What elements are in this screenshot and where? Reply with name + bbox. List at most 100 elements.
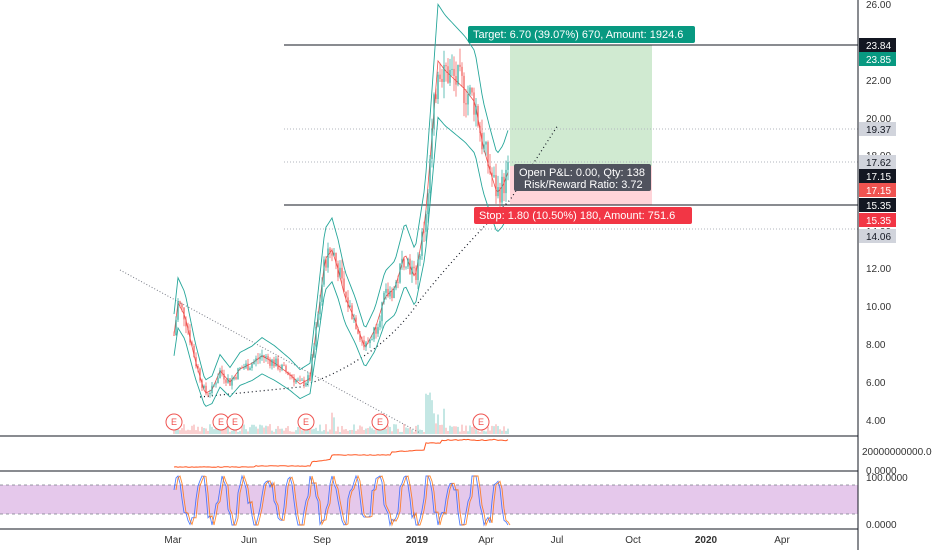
svg-text:14.06: 14.06 [866,232,891,243]
volume-bar [427,394,429,434]
candle-body [255,358,257,362]
volume-bar [237,431,239,434]
volume-bar [333,417,335,434]
candle-body [395,281,397,289]
candle-body [389,291,391,297]
volume-bar [435,423,437,434]
price-tag-15-35-red: 15.35 [859,213,896,227]
candle-body [473,92,475,115]
candle-body [371,339,373,341]
earnings-marker[interactable]: E [472,413,490,431]
candle-body [501,176,503,203]
volume-bar [443,408,445,434]
candle-body [377,327,379,334]
volume-bar [391,431,393,434]
volume-bar [199,431,201,434]
obv-pane[interactable] [173,438,509,468]
target-zone[interactable] [510,45,652,166]
volume-bar [229,431,231,434]
volume-bar [263,427,265,434]
candle-body [245,363,247,368]
volume-bar [233,428,235,434]
volume-bar [323,430,325,434]
candle-body [457,64,459,85]
earnings-marker[interactable]: E [371,413,389,431]
volume-bar [463,430,465,434]
obv-line [173,438,509,468]
volume-bar [343,429,345,434]
candle-body [327,248,329,268]
candle-body [351,305,353,320]
earnings-marker[interactable]: E [165,413,183,431]
candle-body [219,369,221,379]
candle-body [215,383,217,385]
volume-bar [353,424,355,434]
volume-bar [207,430,209,434]
candle-body [507,162,509,170]
volume-bar [365,428,367,434]
candle-body [213,384,215,386]
y-tick-label: 20.00 [866,114,891,125]
target-label-group[interactable]: Target: 6.70 (39.07%) 670, Amount: 1924.… [468,26,695,43]
obv-axis-label: 20000000000.0000 [862,447,932,458]
candle-body [329,248,331,254]
svg-text:E: E [171,417,177,427]
x-tick-label: 2020 [695,535,718,546]
volume-bar [455,426,457,434]
time-axis[interactable]: Mar Jun Sep 2019 Apr Jul Oct 2020 Apr [0,528,858,546]
x-tick-label: Sep [313,535,331,546]
candle-body [265,356,267,358]
candle-body [331,253,333,256]
earnings-marker[interactable]: E [226,413,244,431]
volume-bar [401,431,403,434]
candle-body [379,321,381,328]
candle-body [283,364,285,366]
earnings-marker[interactable]: E [297,413,315,431]
candle-body [197,366,199,369]
volume-bar [439,424,441,434]
candle-body [427,193,429,215]
candle-body [199,368,201,381]
volume-bar [493,426,495,434]
candle-body [359,333,361,340]
candle-body [189,330,191,343]
x-tick-label: 2019 [406,535,429,546]
volume-bar [345,429,347,434]
volume-bar [429,392,431,434]
svg-text:E: E [303,417,309,427]
candle-body [387,288,389,297]
candle-body [243,367,245,369]
volume-bar [249,427,251,434]
candle-body [183,307,185,320]
candle-body [253,361,255,365]
volume-bar [497,425,499,434]
stop-label-group[interactable]: Stop: 1.80 (10.50%) 180, Amount: 751.6 [474,207,692,224]
candle-body [275,358,277,367]
candle-body [341,267,343,279]
volume-bar [313,428,315,434]
price-axis[interactable]: 26.0024.0022.0020.0018.0016.0014.0012.00… [857,0,932,550]
candle-body [355,317,357,330]
candle-body [391,291,393,299]
stoch-rsi-pane[interactable] [0,474,858,527]
candle-body [397,281,399,283]
candle-body [453,68,455,77]
downtrend-line[interactable] [119,269,421,434]
candle-body [405,266,407,268]
volume-bar [173,430,175,434]
volume-bar [213,429,215,434]
candle-body [277,358,279,370]
open-pnl-label-group[interactable]: Open P&L: 0.00, Qty: 138 Risk/Reward Rat… [514,164,651,191]
candle-body [375,327,377,334]
volume-bar [481,428,483,434]
volume-bar [465,425,467,434]
volume-bar [297,426,299,434]
support-curve[interactable] [199,124,559,398]
volume-bar [505,430,507,434]
candle-body [241,367,243,369]
volume-bar [221,428,223,434]
x-tick-label: Oct [625,535,641,546]
candle-body [235,376,237,380]
candle-body [201,380,203,388]
